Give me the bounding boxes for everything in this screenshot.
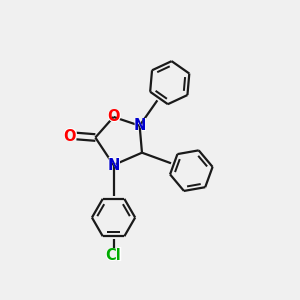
Text: N: N — [132, 117, 147, 135]
Text: N: N — [134, 118, 146, 133]
Text: O: O — [62, 127, 77, 145]
Text: Cl: Cl — [106, 248, 122, 263]
Text: N: N — [106, 156, 121, 174]
Text: O: O — [64, 128, 76, 143]
Text: O: O — [107, 110, 120, 124]
Text: N: N — [107, 158, 120, 172]
Text: O: O — [106, 108, 121, 126]
Text: Cl: Cl — [104, 247, 123, 265]
